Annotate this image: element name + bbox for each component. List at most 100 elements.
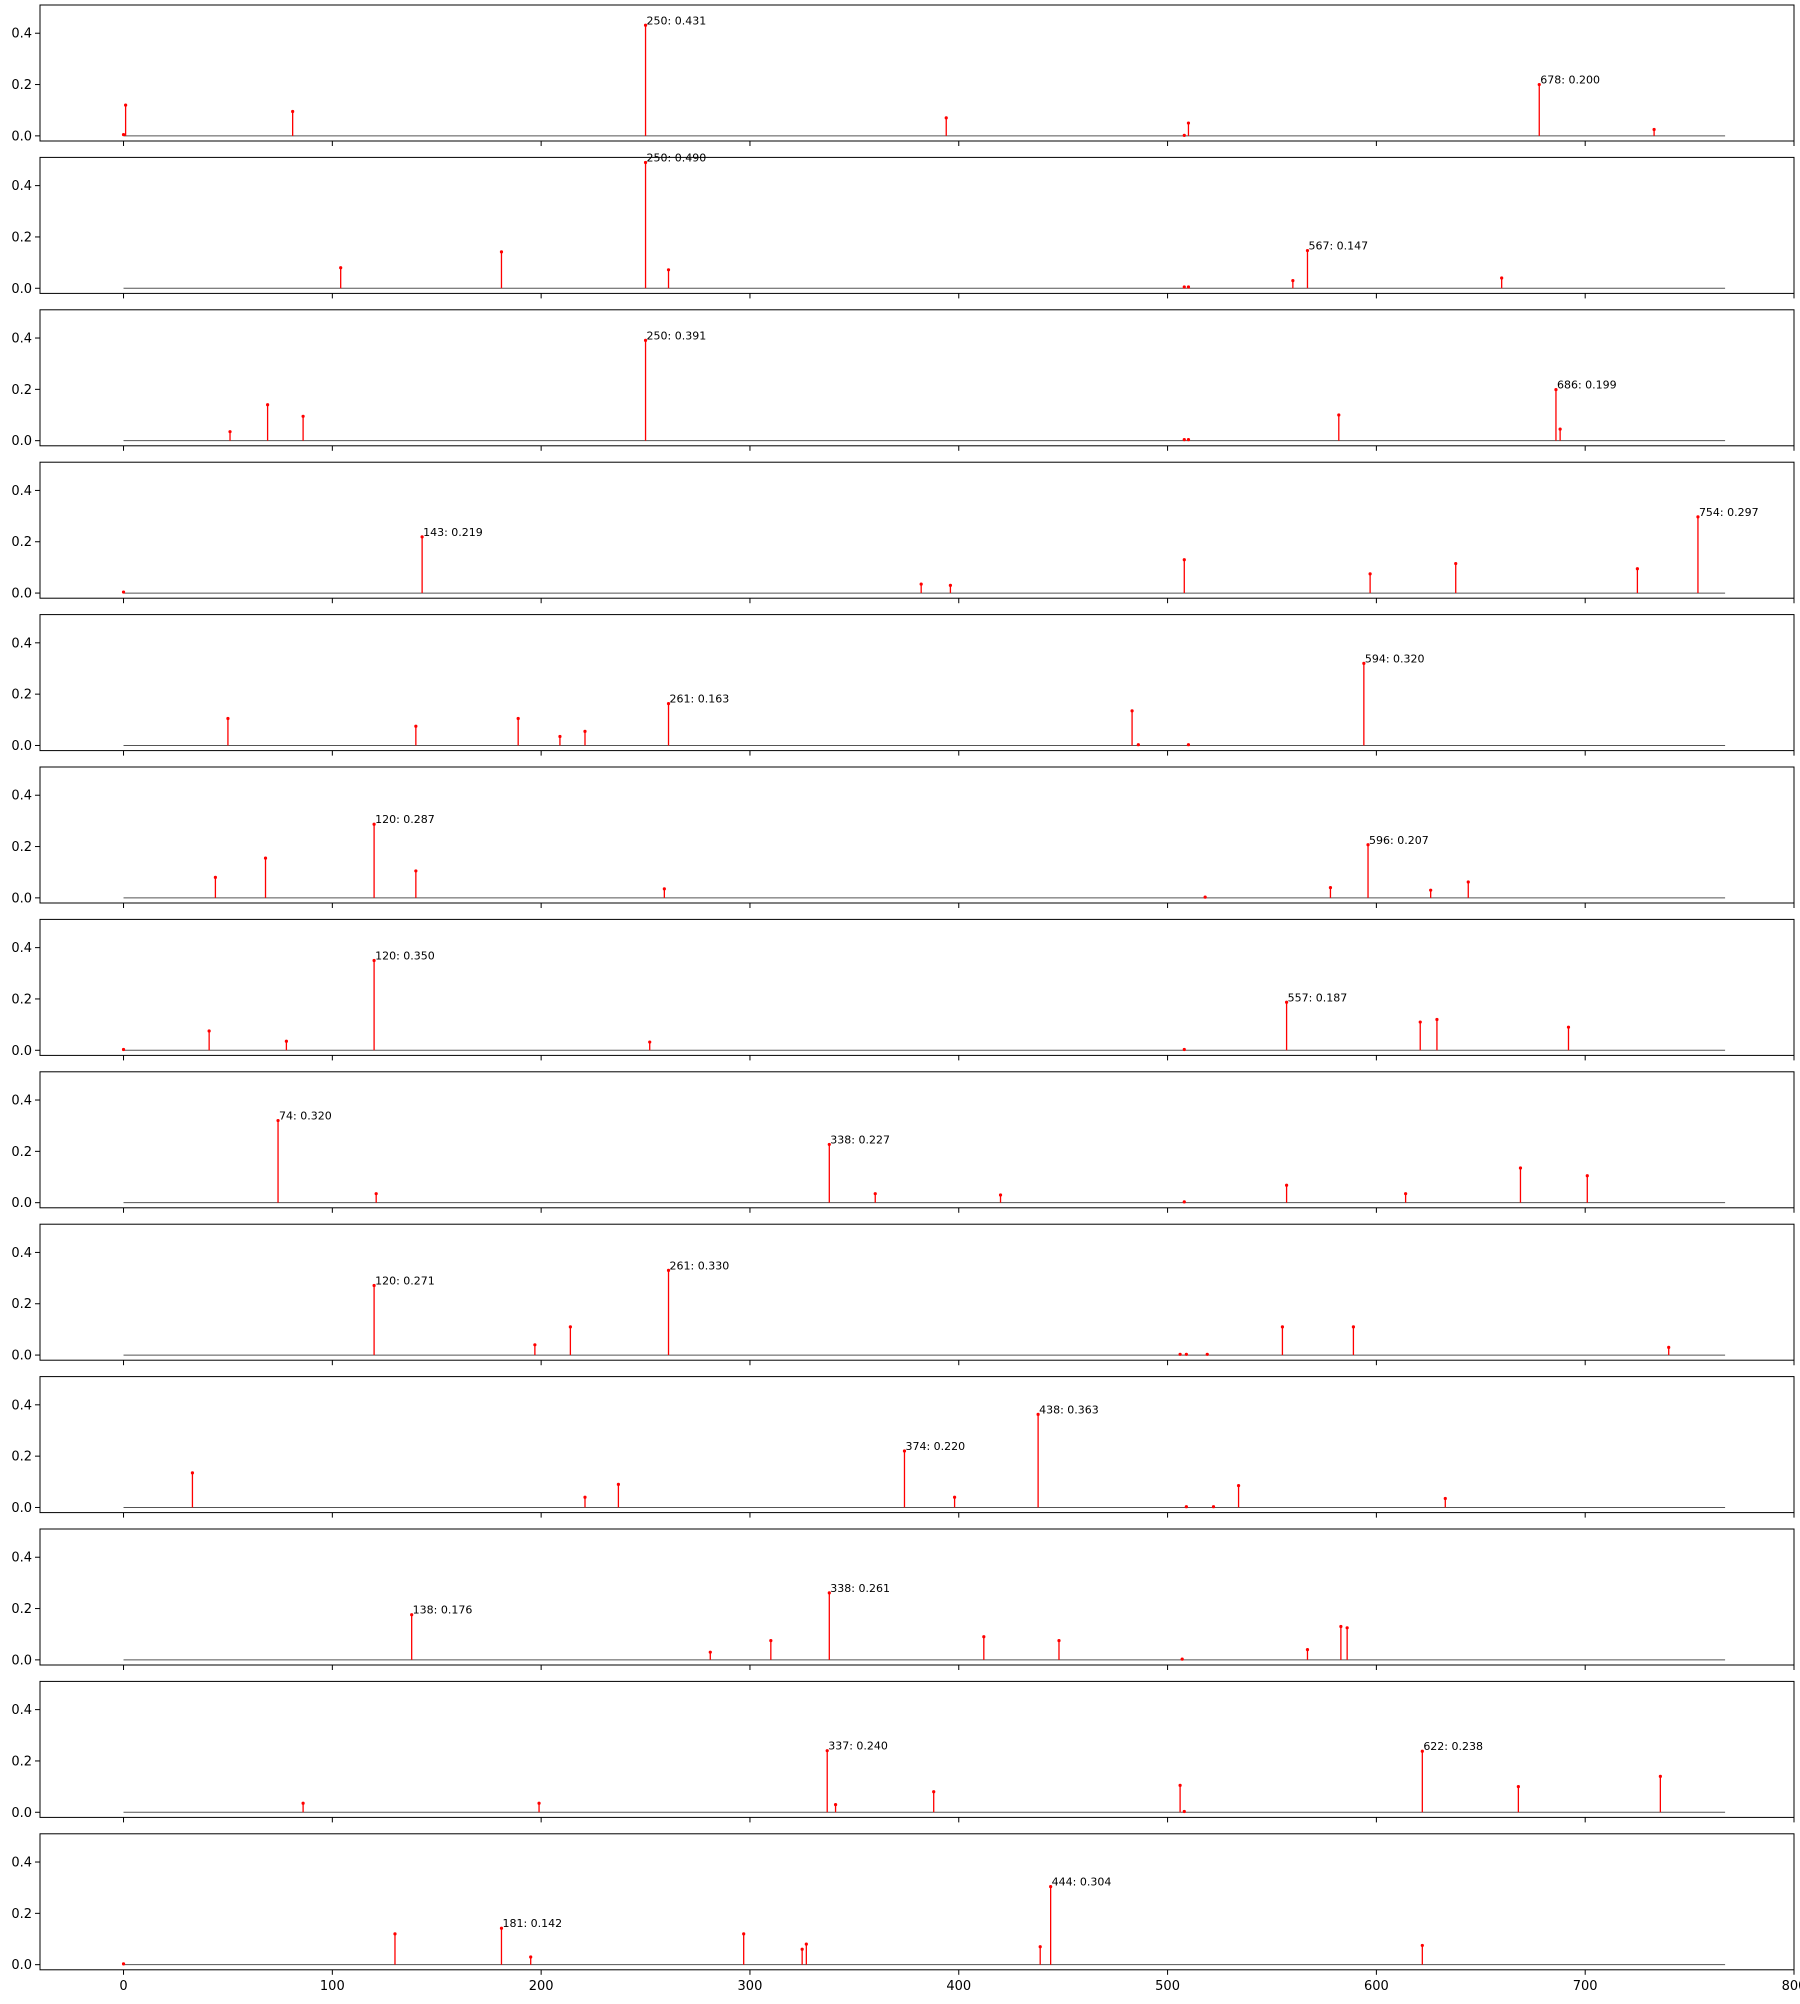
stem-marker <box>1182 133 1186 137</box>
stem-marker <box>1057 1639 1061 1643</box>
x-tick-label: 700 <box>1573 1979 1598 1994</box>
peak-annotation: 261: 0.163 <box>670 693 730 706</box>
stem-marker <box>1500 276 1504 280</box>
peak-annotation: 138: 0.176 <box>413 1604 473 1617</box>
y-tick-label: 0.4 <box>11 789 32 804</box>
stem-marker <box>902 1449 907 1453</box>
stem-marker <box>1049 1885 1053 1889</box>
x-tick-label: 600 <box>1364 1979 1389 1994</box>
subplot-panel-11: 0.0 0.2 0.4 138: 0.176 338: 0.261 <box>11 1528 1795 1670</box>
y-tick-label: 0.0 <box>11 1653 32 1668</box>
y-tick-label: 0.2 <box>11 383 32 398</box>
subplot-panel-7: 0.0 0.2 0.4 120: 0.350 557: 0.187 <box>11 918 1795 1061</box>
stem-marker <box>499 1926 504 1930</box>
stem-marker <box>1186 121 1191 125</box>
stem-marker <box>1036 1412 1040 1416</box>
peak-annotation: 250: 0.490 <box>647 152 707 165</box>
peak-annotation: 261: 0.330 <box>670 1259 730 1272</box>
stem-marker <box>1443 1496 1447 1501</box>
stem-marker <box>121 590 126 594</box>
peak-annotation: 594: 0.320 <box>1365 652 1425 665</box>
stem-marker <box>804 1942 808 1946</box>
subplot-panel-1: 0.0 0.2 0.4 250: 0.431 678: 0.200 <box>11 4 1795 146</box>
stem-marker <box>1186 285 1191 289</box>
stem-marker <box>301 414 305 418</box>
stem-marker <box>583 1495 587 1499</box>
stem-marker <box>1516 1785 1520 1789</box>
y-tick-label: 0.2 <box>11 230 32 245</box>
y-tick-label: 0.4 <box>11 1246 32 1261</box>
stem-marker <box>226 716 230 721</box>
peak-annotation: 754: 0.297 <box>1699 506 1759 519</box>
peak-annotation: 686: 0.199 <box>1557 379 1617 392</box>
stem-marker <box>372 1283 376 1288</box>
y-tick-label: 0.4 <box>11 1094 32 1109</box>
stem-marker <box>537 1801 541 1805</box>
subplot-panel-13: 0.0 0.2 0.4 0 100 200 300 400 500 600 700 800 181: 0… <box>11 1833 1800 1994</box>
y-tick-label: 0.4 <box>11 636 32 651</box>
axes-frame <box>39 1223 1795 1361</box>
stem-marker <box>291 109 295 114</box>
stem-marker <box>982 1635 986 1639</box>
stem-marker <box>121 1962 126 1966</box>
stem-marker <box>1429 888 1433 892</box>
stem-marker <box>228 430 232 434</box>
stem-marker <box>825 1749 829 1753</box>
stem-marker <box>1537 82 1541 87</box>
y-tick-label: 0.0 <box>11 282 32 297</box>
stem-marker <box>121 1047 126 1052</box>
stem-marker <box>1178 1352 1182 1356</box>
stem-marker <box>374 1192 378 1196</box>
y-tick-label: 0.2 <box>11 1754 32 1769</box>
stem-marker <box>190 1471 195 1475</box>
y-tick-label: 0.0 <box>11 1349 32 1364</box>
stem-marker <box>1418 1020 1422 1024</box>
peak-annotation: 181: 0.142 <box>502 1917 562 1930</box>
y-tick-label: 0.0 <box>11 891 32 906</box>
x-tick-label: 400 <box>946 1979 971 1994</box>
stem-marker <box>1305 248 1310 253</box>
y-tick-label: 0.0 <box>11 739 32 754</box>
peak-annotation: 622: 0.238 <box>1423 1740 1483 1753</box>
stem-marker <box>1236 1484 1241 1488</box>
stem-marker <box>616 1482 621 1486</box>
axes-frame <box>39 4 1795 142</box>
peak-annotation: 596: 0.207 <box>1369 834 1429 847</box>
stem-marker <box>1291 278 1295 283</box>
stem-marker <box>666 1268 671 1272</box>
x-tick-label: 800 <box>1782 1979 1800 1994</box>
x-tick-label: 0 <box>119 1979 127 1994</box>
stem-marker <box>643 338 648 342</box>
y-tick-label: 0.2 <box>11 992 32 1007</box>
y-tick-label: 0.0 <box>11 129 32 144</box>
stem-marker <box>662 887 666 891</box>
stem-marker <box>393 1932 397 1936</box>
y-tick-label: 0.2 <box>11 688 32 703</box>
axes-frame <box>39 309 1795 447</box>
stem-marker <box>1368 572 1372 576</box>
y-tick-label: 0.0 <box>11 1501 32 1516</box>
stem-marker <box>1337 413 1341 417</box>
stem-marker <box>708 1650 712 1654</box>
y-tick-label: 0.2 <box>11 1145 32 1160</box>
subplot-panel-6: 0.0 0.2 0.4 120: 0.287 596: 0.207 <box>11 766 1795 908</box>
stem-marker <box>1130 709 1134 713</box>
stem-marker <box>1182 438 1186 442</box>
axes-frame <box>39 614 1795 752</box>
stem-marker <box>769 1639 773 1643</box>
stem-marker <box>1558 427 1562 431</box>
x-tick-label: 100 <box>320 1979 345 1994</box>
y-tick-label: 0.0 <box>11 1196 32 1211</box>
stem-marker <box>1667 1345 1671 1349</box>
y-tick-label: 0.0 <box>11 434 32 449</box>
y-tick-label: 0.2 <box>11 1450 32 1465</box>
stem-marker <box>410 1613 414 1617</box>
stem-marker <box>558 734 562 739</box>
stem-marker <box>643 160 648 165</box>
peak-annotation: 250: 0.391 <box>647 329 707 342</box>
stem-marker <box>121 132 126 137</box>
peak-annotation: 678: 0.200 <box>1540 74 1600 87</box>
peak-annotation: 250: 0.431 <box>647 14 707 27</box>
